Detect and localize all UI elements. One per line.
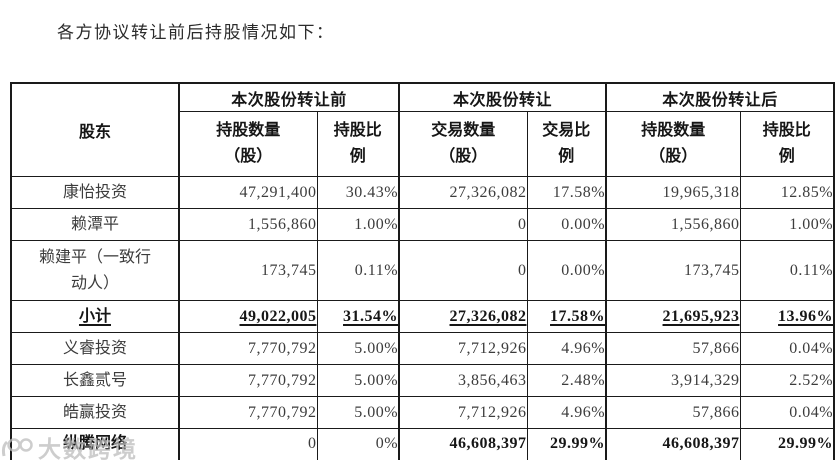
shareholder-name-cell: 小计 — [10, 300, 180, 333]
share-count-cell: 3,914,329 — [605, 364, 741, 397]
share-count-cell: 7,770,792 — [178, 364, 318, 397]
table-row: 小计 49,022,005 31.54% 27,326,082 17.58% 21,695… — [10, 300, 835, 333]
share-count-cell: 7,712,926 — [398, 332, 528, 365]
column-header-trade-ratio: 交易比 例 — [526, 111, 607, 177]
shareholder-name-cell: 皓赢投资 — [10, 396, 180, 429]
shareholder-name-cell: 康怡投资 — [10, 176, 180, 209]
table-row: 义睿投资 7,770,792 5.00% 7,712,926 4.96% 57,866 0.… — [10, 332, 835, 365]
share-ratio-cell: 5.00% — [316, 364, 400, 397]
share-ratio-cell: 0% — [316, 428, 400, 460]
header-group-row: 股东 本次股份转让前 本次股份转让 本次股份转让后 — [10, 82, 835, 177]
share-count-cell: 3,856,463 — [398, 364, 528, 397]
table-row: 赖潭平 1,556,860 1.00% 0 0.00% 1,556,860 1.00% — [10, 208, 835, 241]
table-header: 股东 本次股份转让前 本次股份转让 本次股份转让后 持股数量 （股） 持股比 例… — [10, 82, 835, 177]
shareholder-name-cell: 义睿投资 — [10, 332, 180, 365]
share-ratio-cell: 17.58% — [526, 300, 607, 333]
share-count-cell: 46,608,397 — [398, 428, 528, 460]
share-ratio-cell: 0.00% — [526, 208, 607, 241]
share-ratio-cell: 29.99% — [526, 428, 607, 460]
table-row: 康怡投资 47,291,400 30.43% 27,326,082 17.58% 19,9… — [10, 176, 835, 209]
share-ratio-cell: 2.52% — [739, 364, 835, 397]
share-count-cell: 19,965,318 — [605, 176, 741, 209]
page-title: 各方协议转让前后持股情况如下： — [57, 23, 335, 42]
share-count-cell: 27,326,082 — [398, 176, 528, 209]
column-header-trade-shares: 交易数量 （股） — [398, 111, 528, 177]
table-row: 纵腾网络 0 0% 46,608,397 29.99% 46,608,397 29.99% — [10, 428, 835, 460]
share-count-cell: 7,770,792 — [178, 396, 318, 429]
share-count-cell: 173,745 — [605, 240, 741, 301]
column-group-this-transfer: 本次股份转让 — [398, 82, 607, 112]
header-sub-row: 持股数量 （股） 持股比 例 交易数量 （股） 交易比 例 持股数量 （股） 持… — [11, 111, 835, 177]
column-header-shares-before: 持股数量 （股） — [178, 111, 318, 177]
column-group-before-transfer: 本次股份转让前 — [177, 82, 400, 112]
share-ratio-cell: 5.00% — [316, 332, 400, 365]
share-ratio-cell: 4.96% — [526, 332, 607, 365]
shareholding-table: 股东 本次股份转让前 本次股份转让 本次股份转让后 持股数量 （股） 持股比 例… — [10, 82, 836, 460]
share-count-cell: 1,556,860 — [605, 208, 741, 241]
share-ratio-cell: 13.96% — [739, 300, 835, 333]
share-count-cell: 7,712,926 — [398, 396, 528, 429]
share-count-cell: 57,866 — [605, 396, 741, 429]
share-count-cell: 47,291,400 — [178, 176, 318, 209]
share-ratio-cell: 12.85% — [739, 176, 835, 209]
share-ratio-cell: 5.00% — [316, 396, 400, 429]
shareholder-name-cell: 纵腾网络 — [10, 428, 180, 460]
share-ratio-cell: 30.43% — [316, 176, 400, 209]
table-row: 赖建平（一致行 动人） 173,745 0.11% 0 0.00% 173,745 0.11… — [10, 240, 835, 301]
share-count-cell: 173,745 — [178, 240, 318, 301]
share-count-cell: 0 — [398, 208, 528, 241]
table-body: 康怡投资 47,291,400 30.43% 27,326,082 17.58% 19,9… — [10, 176, 835, 460]
share-ratio-cell: 0.11% — [316, 240, 400, 301]
column-header-ratio-after: 持股比 例 — [739, 111, 835, 177]
share-ratio-cell: 0.00% — [526, 240, 607, 301]
share-count-cell: 57,866 — [605, 332, 741, 365]
column-header-ratio-before: 持股比 例 — [316, 111, 400, 177]
column-header-shares-after: 持股数量 （股） — [605, 111, 741, 177]
share-ratio-cell: 29.99% — [739, 428, 835, 460]
column-header-shareholder: 股东 — [10, 82, 180, 177]
share-ratio-cell: 17.58% — [526, 176, 607, 209]
share-count-cell: 49,022,005 — [178, 300, 318, 333]
share-count-cell: 21,695,923 — [605, 300, 741, 333]
share-count-cell: 46,608,397 — [605, 428, 741, 460]
share-ratio-cell: 2.48% — [526, 364, 607, 397]
shareholder-name-cell: 赖潭平 — [10, 208, 180, 241]
table-row: 皓赢投资 7,770,792 5.00% 7,712,926 4.96% 57,866 0.… — [10, 396, 835, 429]
share-count-cell: 0 — [398, 240, 528, 301]
share-ratio-cell: 0.04% — [739, 332, 835, 365]
share-ratio-cell: 4.96% — [526, 396, 607, 429]
share-ratio-cell: 0.04% — [739, 396, 835, 429]
table-row: 长鑫贰号 7,770,792 5.00% 3,856,463 2.48% 3,914,32… — [10, 364, 835, 397]
share-ratio-cell: 0.11% — [739, 240, 835, 301]
column-group-after-transfer: 本次股份转让后 — [605, 82, 835, 112]
share-ratio-cell: 1.00% — [316, 208, 400, 241]
share-ratio-cell: 1.00% — [739, 208, 835, 241]
share-ratio-cell: 31.54% — [316, 300, 400, 333]
shareholder-name-cell: 长鑫贰号 — [10, 364, 180, 397]
share-count-cell: 27,326,082 — [398, 300, 528, 333]
shareholder-name-cell: 赖建平（一致行 动人） — [10, 240, 180, 301]
share-count-cell: 7,770,792 — [178, 332, 318, 365]
share-count-cell: 0 — [178, 428, 318, 460]
share-count-cell: 1,556,860 — [178, 208, 318, 241]
